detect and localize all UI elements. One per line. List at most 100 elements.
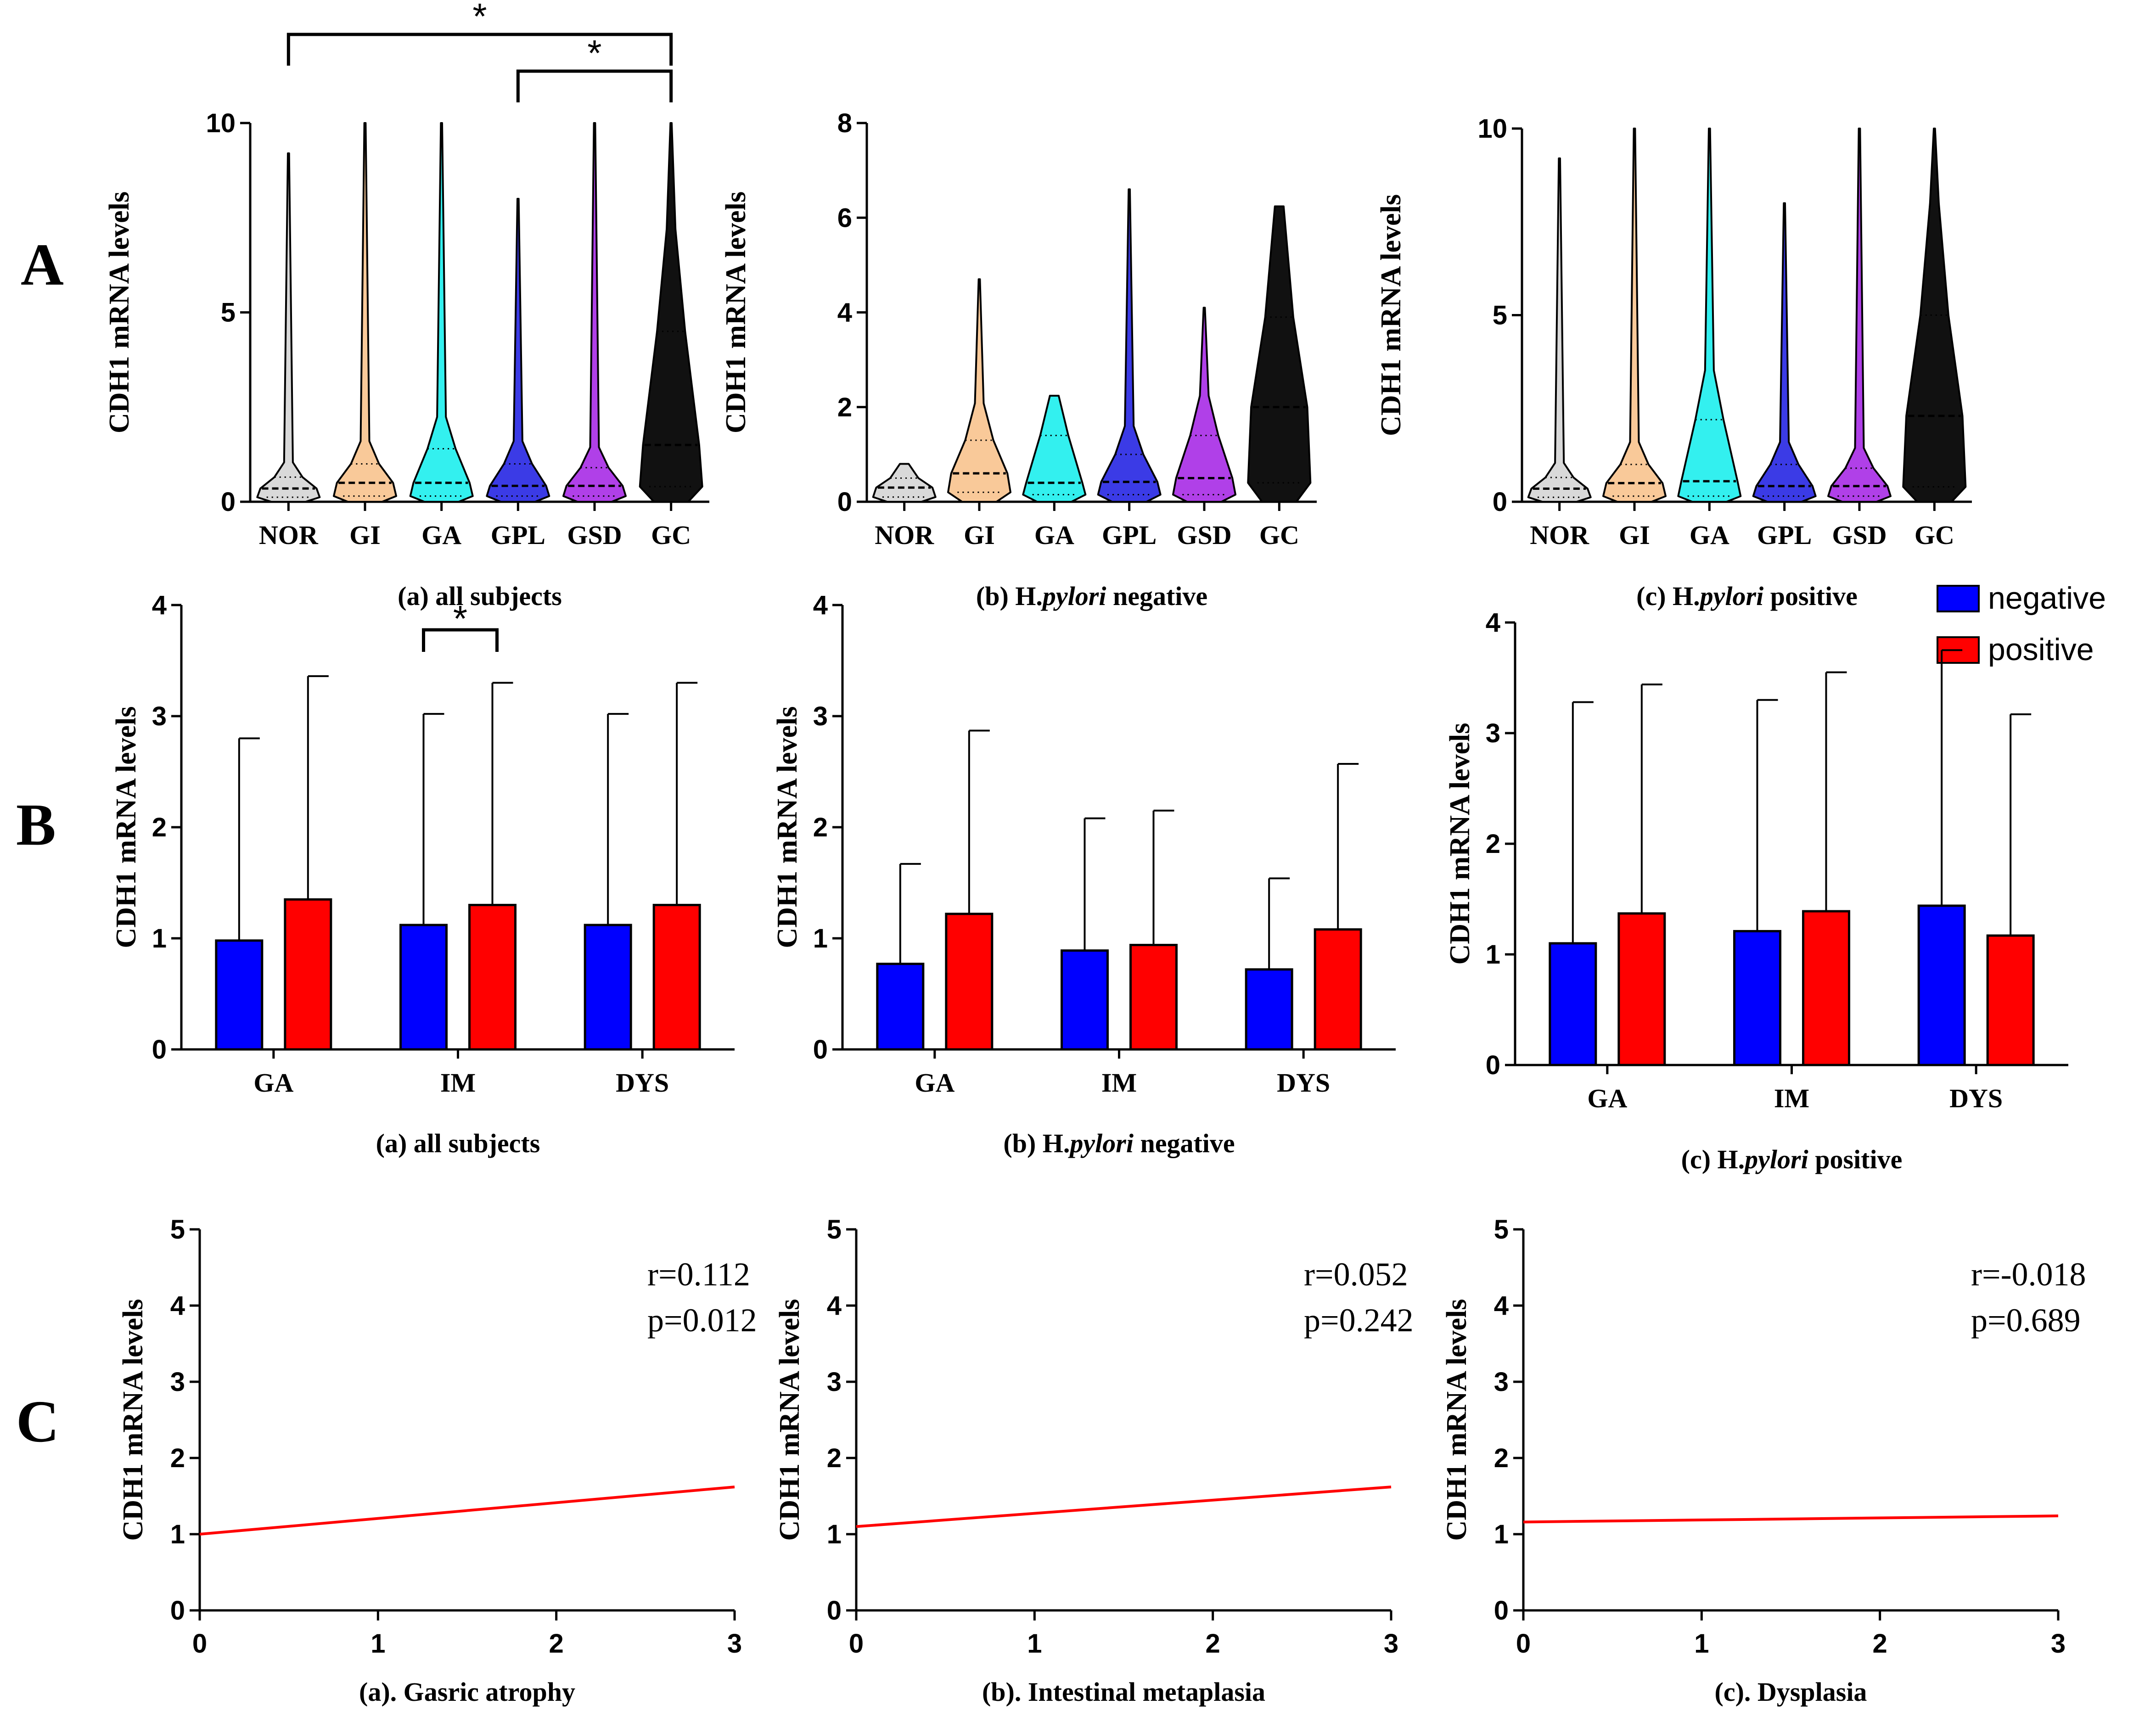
- p-value: p=0.242: [1304, 1302, 1414, 1339]
- x-tick-label: 1: [1694, 1629, 1709, 1659]
- y-tick-label: 0: [837, 487, 852, 517]
- x-tick-label: 3: [727, 1629, 742, 1659]
- x-tick-label: GA: [1034, 520, 1074, 550]
- legend-positive-label: positive: [1988, 632, 2094, 667]
- y-tick-label: 1: [170, 1519, 185, 1549]
- y-tick-label: 3: [1494, 1367, 1509, 1397]
- bar-negative-ga: [215, 939, 264, 1051]
- y-tick-label: 1: [152, 924, 167, 953]
- x-tick-label: GC: [1915, 520, 1954, 550]
- bar-negative-im: [399, 924, 448, 1051]
- x-tick-label: GA: [421, 520, 461, 550]
- x-tick-label: 2: [1206, 1629, 1220, 1659]
- line-chart-c: 0 1 2 3 4 5 CDH1 mRNA levels 0 1 2 3 r=-0.018 p=0.68…: [1441, 1215, 2086, 1707]
- significance-bracket: [286, 33, 673, 66]
- bar-positive-dys: [1314, 928, 1362, 1051]
- row-label-c: C: [16, 1389, 59, 1455]
- y-tick-label: 4: [813, 590, 828, 620]
- x-tick-label: DYS: [1949, 1083, 2003, 1113]
- y-tick-label: 5: [170, 1215, 185, 1245]
- bar-negative-ga: [876, 963, 925, 1051]
- violin-nor: [872, 463, 937, 503]
- bar-chart-b: 0 1 2 3 4 CDH1 mRNA levels GA IM DYS (b) H.pylori…: [772, 590, 1396, 1158]
- line-chart-b: 0 1 2 3 4 5 CDH1 mRNA levels 0 1 2 3 r=0.052 p=0.242…: [774, 1215, 1414, 1707]
- y-tick-label: 2: [837, 392, 852, 422]
- y-axis-label: CDH1 mRNA levels: [1441, 1299, 1472, 1541]
- y-tick-label: 2: [152, 813, 167, 842]
- y-axis-label: CDH1 mRNA levels: [118, 1299, 149, 1541]
- y-axis-label: CDH1 mRNA levels: [772, 706, 803, 948]
- regression-line: [199, 1486, 735, 1536]
- x-tick-label: GA: [253, 1068, 293, 1098]
- legend-negative-label: negative: [1988, 581, 2106, 616]
- bar-positive-dys: [1986, 934, 2035, 1066]
- violin-gi: [947, 278, 1011, 503]
- x-tick-label: GI: [964, 520, 995, 550]
- y-tick-label: 0: [1493, 487, 1507, 517]
- y-axis-label: CDH1 mRNA levels: [104, 191, 135, 433]
- y-tick-label: 1: [1486, 940, 1500, 970]
- x-tick-label: DYS: [616, 1068, 669, 1098]
- x-tick-label: 3: [2051, 1629, 2066, 1659]
- y-tick-label: 6: [837, 203, 852, 233]
- y-tick-label: 3: [152, 701, 167, 731]
- legend-negative-swatch: [1937, 585, 1980, 612]
- bar-negative-dys: [584, 924, 632, 1051]
- r-value: r=0.112: [647, 1256, 750, 1293]
- bar-positive-ga: [284, 898, 332, 1051]
- y-axis-label: CDH1 mRNA levels: [1376, 194, 1407, 436]
- bar-positive-im: [1802, 910, 1850, 1066]
- x-tick-label: GC: [651, 520, 691, 550]
- panel-title: (c). Dysplasia: [1715, 1677, 1867, 1707]
- violin-gc: [639, 122, 703, 503]
- violin-ga: [1677, 128, 1742, 503]
- violin-gc: [1247, 205, 1312, 503]
- y-axis-label: CDH1 mRNA levels: [1444, 723, 1476, 965]
- violin-gi: [333, 122, 397, 503]
- significance-star: *: [453, 598, 467, 639]
- x-tick-label: GPL: [1757, 520, 1812, 550]
- violin-gpl: [1097, 188, 1162, 503]
- y-tick-label: 4: [170, 1291, 185, 1321]
- x-tick-label: NOR: [1530, 520, 1589, 550]
- violin-gsd: [1827, 128, 1892, 503]
- y-tick-label: 0: [813, 1035, 828, 1065]
- violin-chart-b: 0 2 4 6 8 CDH1 mRNA levels NOR GI GA GPL GSD GC (b) …: [720, 108, 1317, 611]
- r-value: r=0.052: [1304, 1256, 1408, 1293]
- panel-title: (a) all subjects: [376, 1128, 540, 1158]
- bar-positive-ga: [1617, 912, 1666, 1066]
- y-tick-label: 0: [170, 1596, 185, 1626]
- y-tick-label: 0: [1494, 1596, 1509, 1626]
- y-axis-label: CDH1 mRNA levels: [111, 706, 142, 948]
- violin-gsd: [1172, 307, 1236, 503]
- bar-negative-im: [1733, 930, 1781, 1066]
- bar-positive-dys: [652, 903, 701, 1051]
- x-tick-label: NOR: [875, 520, 934, 550]
- x-tick-label: GPL: [1102, 520, 1157, 550]
- y-tick-label: 10: [1477, 114, 1507, 144]
- x-tick-label: 2: [549, 1629, 564, 1659]
- y-tick-label: 2: [1486, 829, 1500, 859]
- r-value: r=-0.018: [1971, 1256, 2086, 1293]
- y-tick-label: 2: [813, 813, 828, 842]
- x-tick-label: GPL: [491, 520, 545, 550]
- x-tick-label: NOR: [259, 520, 319, 550]
- violin-nor: [1527, 157, 1592, 503]
- violin-gc: [1902, 128, 1967, 503]
- significance-bracket: [422, 628, 499, 652]
- y-tick-label: 2: [170, 1443, 185, 1473]
- y-tick-label: 2: [827, 1443, 842, 1473]
- violin-gi: [1602, 128, 1667, 503]
- violin-gsd: [562, 122, 627, 503]
- bar-negative-dys: [1245, 968, 1293, 1051]
- y-tick-label: 0: [152, 1035, 167, 1065]
- row-label-b: B: [16, 792, 56, 858]
- panel-title: (b) H.pylori negative: [1003, 1128, 1235, 1158]
- x-tick-label: GC: [1259, 520, 1299, 550]
- x-tick-label: GA: [1690, 520, 1729, 550]
- y-tick-label: 4: [1494, 1291, 1509, 1321]
- x-tick-label: 2: [1873, 1629, 1887, 1659]
- row-label-a: A: [21, 232, 64, 298]
- y-tick-label: 3: [1486, 718, 1500, 748]
- regression-line: [1523, 1514, 2059, 1524]
